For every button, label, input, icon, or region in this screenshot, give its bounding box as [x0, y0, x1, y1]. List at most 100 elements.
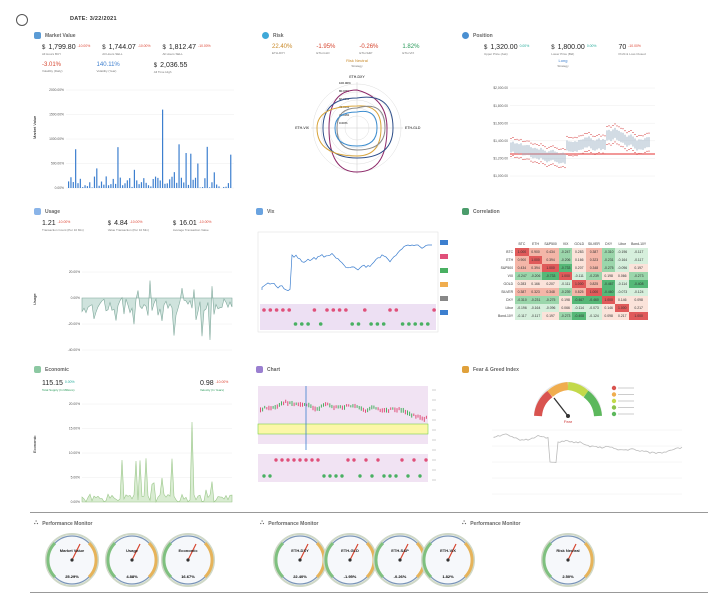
signal-dot	[382, 474, 386, 478]
corr-cell: 1.000	[615, 304, 630, 312]
bar	[190, 153, 192, 188]
signal-dot	[364, 458, 368, 462]
grid-icon	[462, 208, 469, 215]
bar	[218, 186, 220, 188]
perf-title-2: ⛬ Performance Monitor	[260, 520, 319, 527]
corr-cell: 0.900	[515, 256, 529, 264]
signal-dot	[344, 308, 348, 312]
candle	[310, 404, 312, 408]
position-chart: $2,000.00 $1,800.00 $1,600.00 $1,400.00 $1,2…	[493, 86, 655, 178]
usage-icon	[34, 208, 41, 215]
bar	[129, 178, 131, 188]
bar	[152, 178, 154, 188]
signal-dot	[274, 458, 278, 462]
bar	[223, 186, 225, 188]
candle	[320, 404, 322, 408]
candle	[360, 406, 362, 411]
tx-count: 1.21 -10.00% Transaction Count (Per 10 Min…	[42, 220, 84, 232]
corr-row-header: DXY	[506, 298, 514, 302]
corr-cell: 0.323	[528, 288, 543, 296]
candle	[354, 403, 356, 409]
gauge-hub	[398, 558, 402, 562]
gauge-hub	[70, 558, 74, 562]
corr-cell: 1.000	[601, 296, 616, 304]
gauge-needle	[71, 543, 81, 561]
gauge-zone-green	[46, 541, 57, 579]
y-tick-label: $1,200.00	[493, 157, 508, 161]
candle	[369, 406, 371, 411]
candle	[367, 408, 369, 413]
corr-cell: 0.066	[558, 304, 573, 312]
gauge-label: ETH-DXY	[291, 548, 309, 553]
y-tick-label: 0.00%	[71, 296, 80, 300]
signal-dot	[419, 322, 424, 326]
upper-price: $1,320.00 0.00% Upper Price (Ask)	[484, 44, 530, 56]
candle	[293, 402, 295, 407]
candle	[341, 405, 343, 410]
bar	[107, 185, 110, 188]
signal-dot	[363, 308, 367, 312]
corr-row-header: Bond-10Y	[498, 314, 514, 318]
corr-row: ETH 0.900 1.000 0.394 -0.206 0.166 0.323 -0.231…	[496, 256, 649, 264]
bar	[180, 177, 182, 188]
corr-row: BTC 1.000 0.900 0.434 -0.247 0.283 0.387 -0.310…	[496, 248, 649, 256]
vix-line	[261, 244, 432, 291]
corr-cell: 0.825	[572, 288, 587, 296]
corr-cell: 1.000	[515, 248, 529, 256]
report-date: DATE: 3/22/2021	[70, 16, 117, 22]
corr-cell: -0.117	[629, 256, 649, 264]
candle	[327, 402, 329, 406]
y-tick-label: 20.00%	[69, 270, 80, 274]
signal-dot	[388, 308, 392, 312]
signal-dot	[350, 322, 354, 326]
corr-cell: 1.000	[629, 312, 649, 320]
candle	[421, 416, 423, 421]
candle	[413, 413, 415, 417]
bar	[91, 187, 93, 188]
corr-cell: -0.196	[515, 304, 529, 312]
corr-cell: 1.000	[586, 288, 602, 296]
candle	[299, 402, 301, 407]
velocity: 0.98 -10.00% Velocity (In Years)	[200, 380, 229, 392]
chart-icon	[34, 32, 41, 39]
signal-dot	[400, 458, 404, 462]
bar	[133, 169, 135, 188]
signal-dot	[394, 474, 398, 478]
section-divider	[30, 592, 708, 593]
y-tick-label: 15.00%	[69, 427, 80, 431]
signal-dot	[337, 308, 342, 312]
signal-dot	[406, 474, 410, 478]
corr-cell: -0.111	[572, 272, 587, 280]
gauge-needle	[349, 543, 359, 561]
candle	[316, 407, 318, 411]
risk-radar-chart: 100.00%80.00%60.00%40.00%20.00%0.00%ETH-…	[295, 75, 421, 174]
candle	[375, 407, 377, 410]
candle	[417, 414, 419, 418]
bar	[103, 184, 105, 188]
bar	[75, 149, 77, 188]
corr-col-header: ETH	[532, 242, 539, 246]
corr-cell: 0.283	[515, 280, 529, 288]
candle	[291, 400, 293, 406]
y-tick-label: $1,000.00	[493, 174, 508, 178]
signal-dot	[262, 474, 266, 478]
vix-title: Vix	[256, 208, 274, 215]
signal-dot	[293, 322, 298, 326]
section-divider	[30, 512, 708, 513]
market-value-stats: $1,799.80 -10.00% All Hours BUY $1,744.07-…	[42, 44, 242, 74]
bar	[119, 177, 121, 188]
candle	[337, 405, 339, 409]
economic-chart: Economic 20.00% 15.00% 10.00% 5.00% 0.00%	[32, 402, 233, 504]
corr-cell: 0.198	[601, 272, 616, 280]
corr-cell: -0.096	[542, 304, 559, 312]
y-tick-label: 0.00%	[55, 186, 64, 190]
bar	[122, 185, 124, 188]
bar	[230, 154, 232, 188]
legend-dot	[611, 392, 617, 397]
corr-col-header: Libor	[618, 242, 627, 246]
gauge-value: 2.50%	[562, 574, 574, 579]
gauge-value: -1.95%	[344, 574, 357, 579]
candle	[314, 406, 316, 412]
gauge-hub	[298, 558, 302, 562]
candle	[325, 402, 327, 407]
